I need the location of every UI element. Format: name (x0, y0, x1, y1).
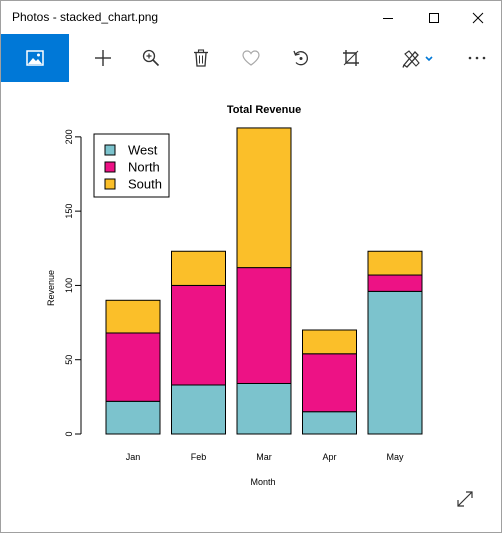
legend-swatch-south (104, 178, 116, 190)
chart-title: Total Revenue (227, 104, 301, 116)
window-title: Photos - stacked_chart.png (12, 10, 159, 24)
more-icon (468, 56, 486, 60)
minimize-icon (383, 17, 393, 19)
y-tick-label: 100 (64, 278, 74, 293)
y-axis-label: Revenue (46, 270, 56, 306)
x-tick-label: May (386, 452, 404, 462)
draw-icon (402, 50, 433, 68)
trash-icon (194, 49, 208, 67)
bar-segment-west-jan (105, 400, 161, 435)
maximize-button[interactable] (411, 1, 457, 34)
y-axis: 0 50 100 150 200 (64, 129, 82, 437)
more-button[interactable] (457, 34, 497, 82)
crop-icon (343, 50, 359, 66)
delete-button[interactable] (181, 34, 221, 82)
close-icon (472, 12, 484, 23)
bar-segment-west-may (367, 290, 423, 435)
plus-icon (95, 50, 111, 66)
y-tick-label: 0 (64, 431, 74, 436)
add-button[interactable] (83, 34, 123, 82)
edit-button[interactable] (393, 34, 443, 82)
zoom-in-icon (142, 49, 160, 67)
zoom-button[interactable] (131, 34, 171, 82)
maximize-icon (429, 12, 439, 23)
bar-segment-south-feb (171, 250, 226, 286)
bar-segment-west-feb (171, 384, 226, 435)
rotate-button[interactable] (281, 34, 321, 82)
bar-segment-north-apr (302, 353, 357, 413)
legend-label-west: West (128, 143, 158, 158)
legend: West North South (93, 133, 170, 198)
bar-segment-south-may (367, 250, 423, 276)
legend-label-south: South (128, 177, 162, 192)
legend-swatch-north (104, 161, 116, 173)
bar-segment-south-mar (236, 127, 292, 269)
bars (105, 127, 423, 435)
bar-segment-north-jan (105, 332, 161, 402)
x-axis-label: Month (250, 477, 275, 487)
x-tick-label: Jan (126, 452, 141, 462)
bar-segment-south-jan (105, 299, 161, 334)
bar-segment-north-mar (236, 267, 292, 384)
bar-segment-north-feb (171, 284, 226, 386)
bar-segment-west-apr (302, 411, 357, 435)
crop-button[interactable] (331, 34, 371, 82)
stacked-bar-chart: Total Revenue Revenue Month 0 50 100 150 200… (46, 104, 423, 487)
x-tick-label: Feb (191, 452, 207, 462)
favorite-button[interactable] (231, 34, 271, 82)
y-tick-label: 150 (64, 204, 74, 219)
y-tick-label: 50 (64, 355, 74, 365)
title-bar: Photos - stacked_chart.png (1, 1, 501, 34)
x-tick-label: Apr (322, 452, 336, 462)
image-viewer: Total Revenue Revenue Month 0 50 100 150 200… (1, 82, 501, 532)
toolbar (1, 34, 501, 82)
expand-icon (457, 491, 473, 507)
rotate-icon (293, 50, 308, 66)
legend-label-north: North (128, 160, 160, 175)
x-tick-labels: Jan Feb Mar Apr May (126, 452, 404, 462)
bar-segment-north-may (367, 274, 423, 292)
bar-segment-south-apr (302, 329, 357, 355)
bar-segment-west-mar (236, 382, 292, 435)
y-tick-label: 200 (64, 129, 74, 144)
close-button[interactable] (455, 1, 501, 34)
picture-icon (26, 50, 44, 66)
legend-swatch-west (104, 144, 116, 156)
fullscreen-button[interactable] (453, 487, 477, 511)
x-tick-label: Mar (256, 452, 272, 462)
heart-icon (242, 50, 260, 66)
view-photo-button[interactable] (1, 34, 69, 82)
minimize-button[interactable] (365, 1, 411, 34)
